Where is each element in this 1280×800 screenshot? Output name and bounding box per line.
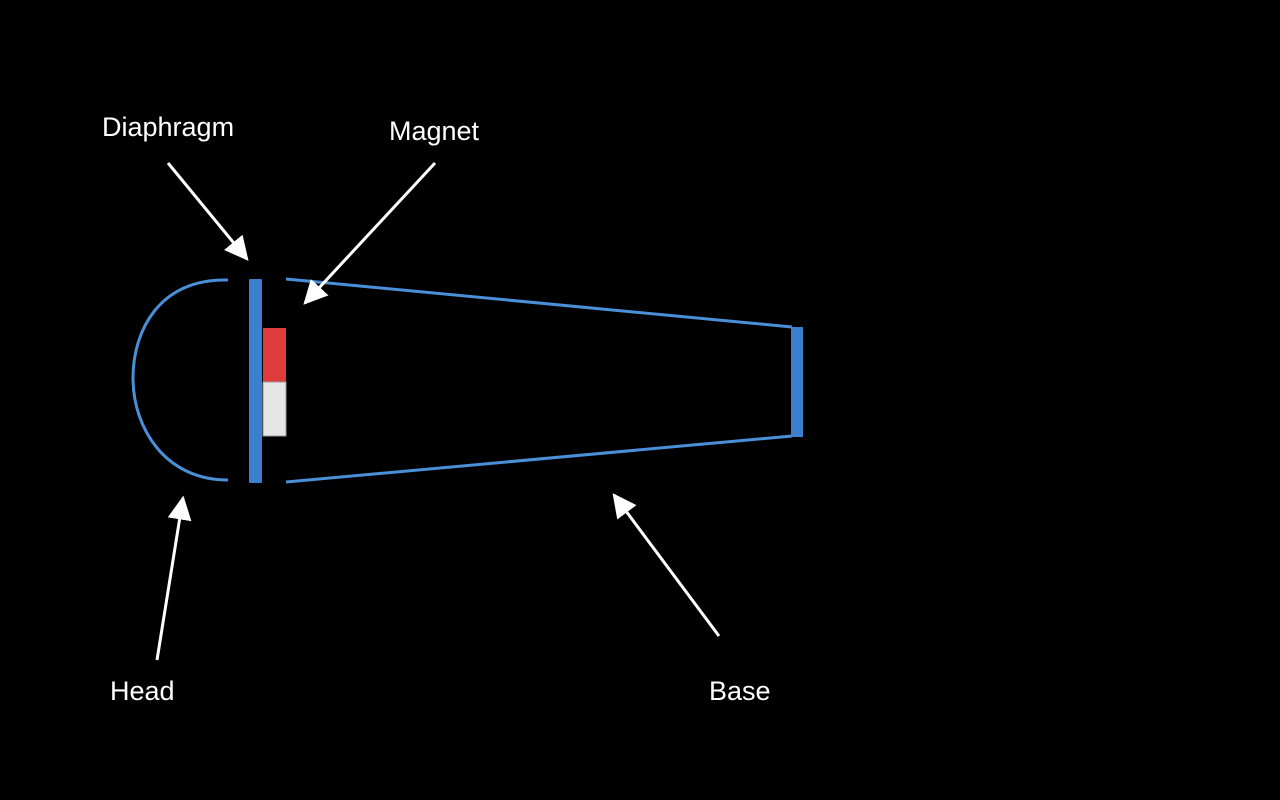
head-arrow — [155, 495, 192, 661]
base-end-plate — [791, 327, 803, 437]
base-arrow — [612, 493, 721, 637]
diaphragm-arrow — [166, 162, 249, 261]
diaphragm-plate — [249, 279, 262, 483]
base-label: Base — [709, 676, 771, 706]
base-bottom-edge — [285, 434, 793, 484]
diaphragm-label: Diaphragm — [102, 112, 235, 142]
magnet-label: Magnet — [389, 116, 480, 146]
base-top-edge — [285, 277, 793, 329]
head-dome — [131, 278, 229, 482]
head-label: Head — [110, 676, 175, 706]
magnet-arrow — [303, 161, 437, 305]
magnet-north-pole — [263, 328, 286, 382]
magnet-south-pole — [262, 381, 287, 437]
